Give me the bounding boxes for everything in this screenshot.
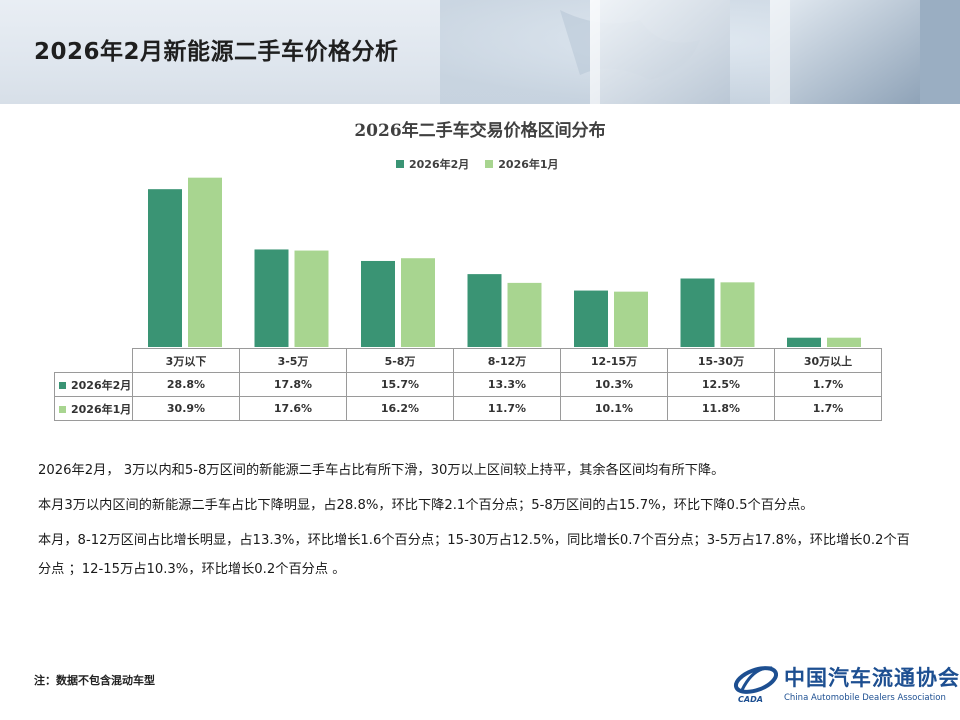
legend-item-feb: 2026年2月 [396,156,469,172]
cada-logo: CADA 中国汽车流通协会 China Automobile Dealers A… [732,660,960,704]
bar-jan-6 [827,337,861,347]
table-header-cell: 3万以下 [132,348,240,373]
table-row: 2026年2月 28.8% 17.8% 15.7% 13.3% 10.3% 12… [54,372,882,397]
series-marker-feb [59,382,66,389]
header-banner: 2026年2月新能源二手车价格分析 [0,0,960,104]
table-cell: 12.5% [667,372,775,397]
cada-logo-icon: CADA [733,666,778,704]
logo-name-en: China Automobile Dealers Association [784,692,946,703]
table-cell: 16.2% [346,396,454,421]
bar-jan-3 [507,282,542,347]
table-cell: 10.3% [560,372,668,397]
logo-mark-text: CADA [738,695,763,704]
bar-feb-5 [680,278,715,347]
row-label-text: 2026年1月 [71,402,132,416]
table-cell: 17.6% [239,396,347,421]
table-row-label-jan: 2026年1月 [54,396,133,421]
table-cell: 15.7% [346,372,454,397]
legend-item-jan: 2026年1月 [485,156,559,172]
bar-feb-4 [574,290,608,347]
bar-jan-2 [401,258,435,347]
page-title: 2026年2月新能源二手车价格分析 [34,39,399,65]
table-cell: 11.8% [667,396,775,421]
table-header-cell: 30万以上 [774,348,882,373]
table-cell: 13.3% [453,372,561,397]
legend-label-feb: 2026年2月 [409,158,470,171]
logo-name-cn: 中国汽车流通协会 [784,664,960,690]
table-row: 2026年1月 30.9% 17.6% 16.2% 11.7% 10.1% 11… [54,396,882,421]
legend-swatch-jan [485,160,494,168]
legend-swatch-feb [396,160,404,168]
row-label-text: 2026年2月 [71,378,132,392]
table-header-cell: 3-5万 [239,348,347,373]
analysis-paragraph-3: 本月，8-12万区间占比增长明显，占13.3%，环比增长1.6个百分点；15-3… [38,533,910,577]
bar-feb-1 [254,249,289,347]
chart-legend: 2026年2月 2026年1月 [396,156,559,172]
series-marker-jan [59,406,66,413]
bar-jan-0 [188,177,222,347]
bar-feb-6 [787,337,821,347]
table-cell: 10.1% [560,396,668,421]
table-corner-cell [54,348,133,373]
table-header-cell: 12-15万 [560,348,668,373]
table-cell: 1.7% [774,396,882,421]
table-cell: 30.9% [132,396,240,421]
table-header-row: 3万以下 3-5万 5-8万 8-12万 12-15万 15-30万 30万以上 [54,348,882,373]
bar-feb-0 [148,189,182,347]
legend-label-jan: 2026年1月 [498,158,559,171]
bar-chart [148,177,861,347]
bar-jan-5 [720,282,755,347]
table-header-cell: 8-12万 [453,348,561,373]
table-cell: 11.7% [453,396,561,421]
footnote: 注：数据不包含混动车型 [34,674,155,687]
analysis-paragraph-1: 2026年2月， 3万以内和5-8万区间的新能源二手车占比有所下滑，30万以上区… [38,463,725,478]
logo-text: 中国汽车流通协会 China Automobile Dealers Associ… [784,662,960,703]
table-header-cell: 5-8万 [346,348,454,373]
analysis-paragraph-2: 本月3万以内区间的新能源二手车占比下降明显，占28.8%，环比下降2.1个百分点… [38,498,814,513]
bar-feb-2 [361,260,395,347]
analysis-text: 2026年2月， 3万以内和5-8万区间的新能源二手车占比有所下滑，30万以上区… [38,456,918,590]
table-cell: 28.8% [132,372,240,397]
table-cell: 17.8% [239,372,347,397]
bar-jan-4 [614,291,648,347]
header-decoration [440,0,960,104]
chart-title: 2026年二手车交易价格区间分布 [354,121,606,141]
table-header-cell: 15-30万 [667,348,775,373]
table-cell: 1.7% [774,372,882,397]
bar-jan-1 [294,250,329,347]
data-table: 3万以下 3-5万 5-8万 8-12万 12-15万 15-30万 30万以上… [54,348,882,421]
table-row-label-feb: 2026年2月 [54,372,133,397]
bar-feb-3 [467,274,502,347]
